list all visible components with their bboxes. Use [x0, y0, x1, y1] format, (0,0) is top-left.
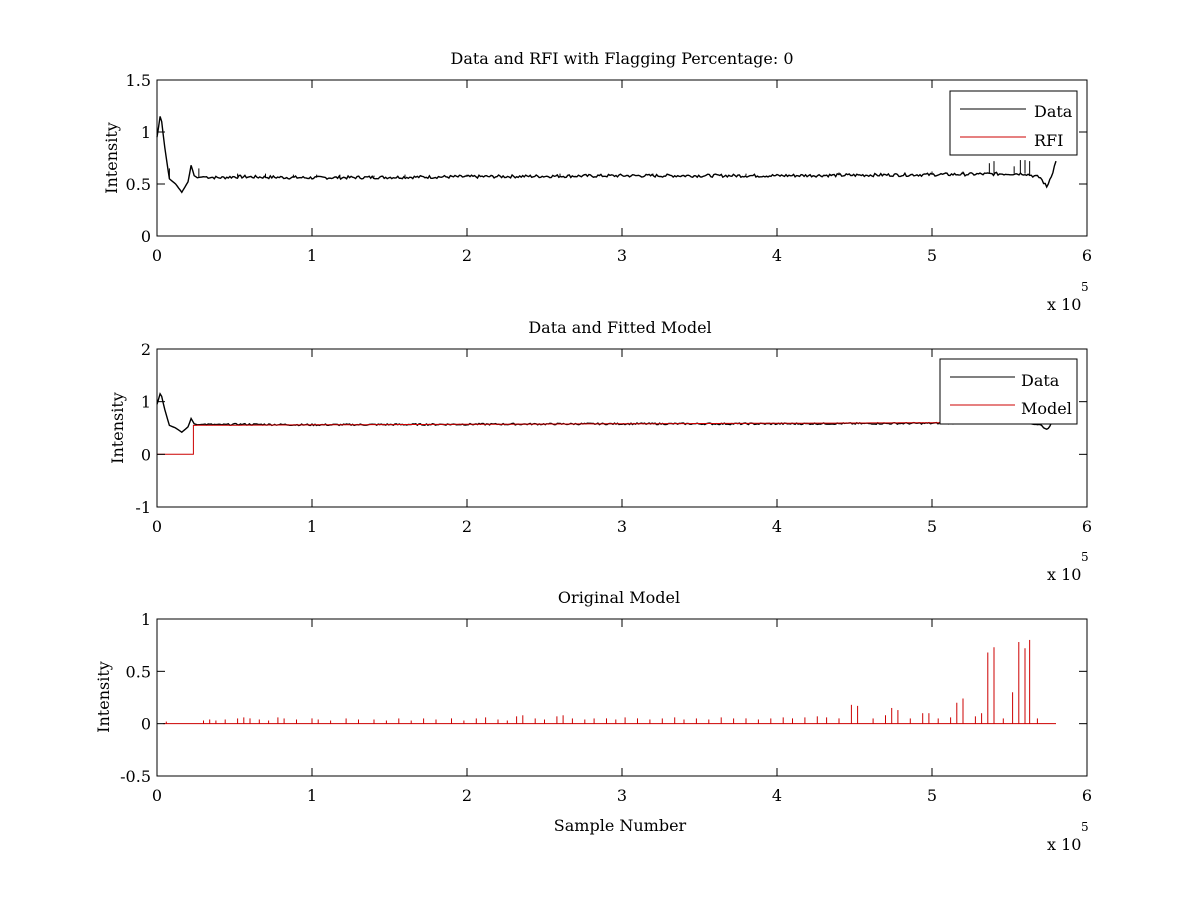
panel-3-xtick-label: 0	[152, 786, 162, 805]
panel-2-ytick-label: 1	[141, 393, 151, 412]
panel-2-marks	[156, 392, 1057, 455]
panel-1-xtick-label: 0	[152, 246, 162, 265]
panel-2-ytick-label: 0	[141, 445, 151, 464]
panel-2-legend-box	[939, 358, 1078, 425]
panel-3-ytick-label: -0.5	[120, 767, 151, 786]
panel-1-xtick-label: 1	[307, 246, 317, 265]
panel-3-xtick-label: 4	[772, 786, 782, 805]
panel-2-xtick-label: 3	[617, 517, 627, 536]
panel-1-legend: Data RFI	[949, 90, 1078, 156]
panel-3-x-multiplier-exponent: 5	[1081, 820, 1089, 834]
panel-3-xtick-label: 6	[1082, 786, 1092, 805]
panel-2-ytick-label: 2	[141, 340, 151, 359]
panel-1-xtick-label: 5	[927, 246, 937, 265]
panel-3-ytick-label: 1	[141, 610, 151, 629]
panel-1-title: Data and RFI with Flagging Percentage: 0	[450, 49, 793, 68]
panel-3-marks	[163, 639, 1056, 725]
panel-3-xtick-label: 2	[462, 786, 472, 805]
panel-1-legend-rfi-label: RFI	[1034, 131, 1063, 150]
panel-2-xtick-label: 2	[462, 517, 472, 536]
panel-1-legend-data-label: Data	[1034, 102, 1073, 121]
panel-2-ylabel: Intensity	[108, 392, 127, 464]
panel-3-x-multiplier: x 10	[1047, 835, 1081, 854]
panel-2-x-multiplier: x 10	[1047, 565, 1081, 584]
panel-1-xtick-label: 6	[1082, 246, 1092, 265]
panel-2-legend-model-label: Model	[1021, 399, 1072, 418]
panel-2-xtick-label: 5	[927, 517, 937, 536]
panel-2-xtick-label: 4	[772, 517, 782, 536]
panel-1-xtick-label: 3	[617, 246, 627, 265]
panel-1-ylabel: Intensity	[102, 122, 121, 194]
panel-1-ytick-label: 1	[141, 123, 151, 142]
panel-1-xtick-label: 4	[772, 246, 782, 265]
panel-1-x-multiplier: x 10	[1047, 295, 1081, 314]
panel-2-xtick-label: 0	[152, 517, 162, 536]
panel-1-ticks: 0 1 2 3 4 5 6 0 0.5 1 1.5	[126, 71, 1093, 265]
panel-2-legend-data-label: Data	[1021, 371, 1060, 390]
panel-1-marks	[156, 116, 1057, 194]
panel-2-legend: Data Model	[939, 358, 1078, 425]
panel-3-title: Original Model	[558, 588, 680, 607]
panel-1: Data and RFI with Flagging Percentage: 0…	[102, 49, 1092, 314]
panel-1-xtick-label: 2	[462, 246, 472, 265]
panel-2: Data and Fitted Model Intensity 0 1 2 3 4 5 6 -…	[108, 318, 1092, 584]
panel-2-xtick-label: 6	[1082, 517, 1092, 536]
panel-3-ytick-label: 0.5	[126, 662, 151, 681]
panel-3-ticks: 0 1 2 3 4 5 6-0.500.51	[120, 610, 1092, 805]
panel-2-series-model	[157, 422, 1056, 455]
panel-1-ytick-label: 0.5	[126, 175, 151, 194]
panel-2-title: Data and Fitted Model	[528, 318, 711, 337]
panel-2-x-multiplier-exponent: 5	[1081, 550, 1089, 564]
panel-2-xtick-label: 1	[307, 517, 317, 536]
panel-3-xtick-label: 3	[617, 786, 627, 805]
panel-3-xtick-label: 5	[927, 786, 937, 805]
panel-3-xtick-label: 1	[307, 786, 317, 805]
panel-1-x-multiplier-exponent: 5	[1081, 280, 1089, 294]
panel-3-ytick-label: 0	[141, 715, 151, 734]
panel-1-series-data	[156, 116, 1057, 194]
panel-1-ytick-label: 0	[141, 227, 151, 246]
panel-1-legend-box	[949, 90, 1078, 156]
panel-3: Original Model Intensity 0 1 2 3 4 5 6-0.500.5…	[94, 588, 1092, 854]
panel-3-xlabel: Sample Number	[554, 816, 687, 835]
panel-3-ylabel: Intensity	[94, 661, 113, 733]
panel-2-ytick-label: -1	[135, 498, 151, 517]
panel-1-ytick-label: 1.5	[126, 71, 151, 90]
